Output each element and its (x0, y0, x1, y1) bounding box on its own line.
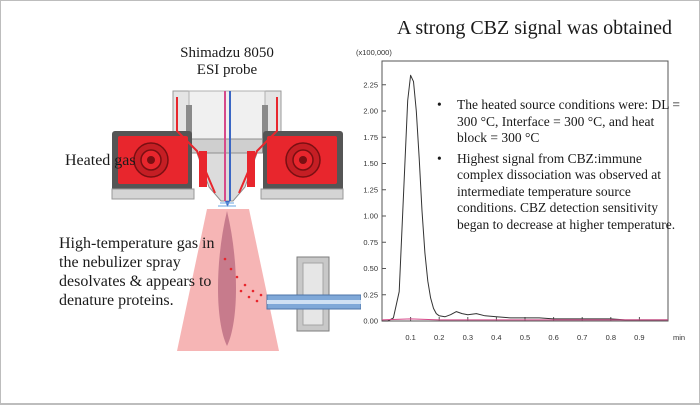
slide-title: A strong CBZ signal was obtained (397, 17, 672, 39)
y-tick-label: 0.25 (363, 290, 378, 299)
series-line-secondary (381, 318, 668, 321)
y-axis-ticks: 0.00 0.25 0.50 0.75 1.00 1.25 1.50 1.75 2.00 2.25 (363, 80, 386, 326)
probe-label-line1: Shimadzu 8050 (180, 45, 274, 61)
y-tick-label: 0.00 (363, 317, 378, 326)
probe-label-line2: ESI probe (196, 62, 258, 78)
heater-block-left (111, 131, 195, 200)
y-tick-label: 0.50 (363, 264, 378, 273)
x-tick-label: 0.6 (548, 333, 558, 342)
y-tick-label: 1.00 (363, 212, 378, 221)
bullet-item: • The heated source conditions were: DL … (437, 97, 685, 147)
y-tick-label: 0.75 (363, 238, 378, 247)
y-tick-label: 2.00 (363, 107, 378, 116)
probe-nozzle (176, 91, 278, 207)
y-tick-label: 1.50 (363, 159, 378, 168)
x-tick-label: 0.5 (520, 333, 530, 342)
y-tick-label: 1.25 (363, 185, 378, 194)
plot-frame (381, 60, 669, 322)
x-tick-label: 0.4 (491, 333, 501, 342)
x-tick-label: 0.2 (434, 333, 444, 342)
description-label: High-temperature gas in the nebulizer sp… (59, 235, 215, 309)
spray-plume (177, 209, 287, 351)
bullet-list: • The heated source conditions were: DL … (437, 97, 685, 237)
x-tick-label: 0.1 (405, 333, 415, 342)
x-tick-label: 0.9 (634, 333, 644, 342)
heater-block-right (260, 131, 344, 200)
series-line-main (382, 74, 668, 322)
x-tick-label: 0.3 (463, 333, 473, 342)
y-tick-label: 1.75 (363, 133, 378, 142)
chart-series (381, 74, 668, 322)
x-axis-label: min (673, 333, 685, 342)
bullet-text: Highest signal from CBZ:immune complex d… (457, 150, 676, 232)
bullet-text: The heated source conditions were: DL = … (457, 97, 681, 145)
x-tick-label: 0.8 (606, 333, 616, 342)
probe-label: Shimadzu 8050 ESI probe (137, 45, 317, 79)
y-scale-label: (x100,000) (356, 48, 392, 57)
x-tick-label: 0.7 (577, 333, 587, 342)
y-tick-label: 2.25 (363, 80, 378, 89)
bullet-symbol: • (437, 97, 442, 112)
esi-probe-illustration (111, 90, 361, 351)
bullet-item: • Highest signal from CBZ:immune complex… (437, 151, 685, 234)
heated-gas-label: Heated gas (65, 152, 136, 169)
ms-inlet (266, 256, 361, 332)
bullet-symbol: • (437, 150, 442, 166)
probe-housing (160, 90, 294, 154)
